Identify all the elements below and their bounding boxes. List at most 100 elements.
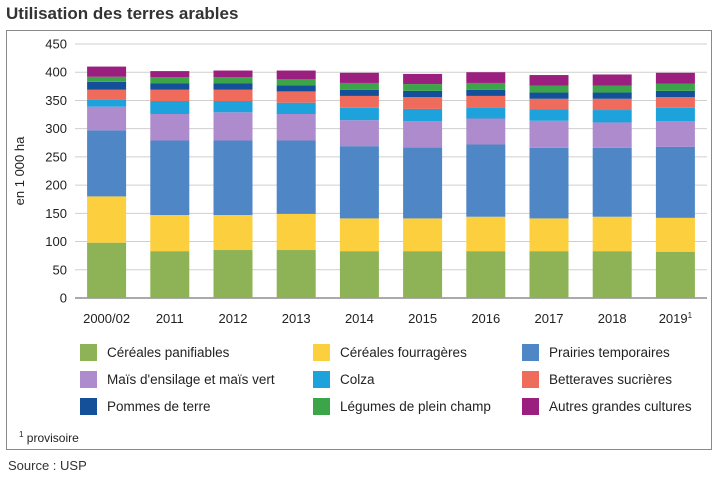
bar-segment <box>403 121 443 148</box>
y-tick-label: 300 <box>45 121 67 136</box>
bar-segment <box>529 218 569 252</box>
legend-swatch <box>313 371 330 388</box>
bar-segment <box>213 83 253 90</box>
bar-segment <box>339 72 379 83</box>
bar-segment <box>403 147 443 219</box>
x-tick-footnote-mark: 1 <box>688 311 693 320</box>
legend-item: Autres grandes cultures <box>522 398 692 415</box>
bar-segment <box>529 92 569 99</box>
bar-segment <box>592 251 632 298</box>
legend-swatch <box>313 344 330 361</box>
bar-segment <box>592 85 632 93</box>
bar-segment <box>592 92 632 99</box>
legend-item: Céréales fourragères <box>313 344 467 361</box>
bar-segment <box>213 112 253 141</box>
legend-label: Maïs d'ensilage et maïs vert <box>107 372 275 387</box>
bar-segment <box>403 108 443 122</box>
bar-segment <box>529 147 569 219</box>
x-tick-label: 2017 <box>535 311 564 326</box>
legend-label: Autres grandes cultures <box>549 399 692 414</box>
bar-segment <box>276 85 316 92</box>
bar-segment <box>466 118 506 145</box>
bar-segment <box>403 218 443 252</box>
legend-label: Légumes de plein champ <box>340 399 491 414</box>
bar-segment <box>466 89 506 96</box>
legend-item: Céréales panifiables <box>80 344 229 361</box>
legend-swatch <box>522 371 539 388</box>
bar-segment <box>592 98 632 111</box>
bar-segment <box>276 113 316 141</box>
bar-segment <box>276 213 316 251</box>
bar-segment <box>529 109 569 121</box>
bar-segment <box>655 146 695 218</box>
bar-segment <box>87 76 127 82</box>
bar-segment <box>276 70 316 79</box>
bar-segment <box>339 89 379 96</box>
bar-segment <box>87 106 127 131</box>
legend-swatch <box>522 344 539 361</box>
bar-segment <box>403 90 443 98</box>
bar-segment <box>87 130 127 197</box>
x-tick-label: 2014 <box>345 311 374 326</box>
legend-item: Maïs d'ensilage et maïs vert <box>80 371 275 388</box>
bar-segment <box>466 144 506 217</box>
bar-segment <box>213 215 253 251</box>
bar-segment <box>339 120 379 147</box>
legend-label: Pommes de terre <box>107 399 211 414</box>
bar-segment <box>339 82 379 90</box>
bar-segment <box>276 78 316 86</box>
bar-segment <box>87 66 127 77</box>
legend-swatch <box>313 398 330 415</box>
bar-segment <box>529 75 569 86</box>
chart-panel: 0 50 100 150 200 250 300 350 400 450 en 1 000 ha 20… <box>6 30 712 450</box>
bar-segment <box>403 73 443 85</box>
y-tick-label: 400 <box>45 65 67 80</box>
bar-segment <box>87 242 127 298</box>
legend-label: Céréales panifiables <box>107 345 230 360</box>
y-tick-label: 100 <box>45 234 67 249</box>
legend-label: Céréales fourragères <box>340 345 467 360</box>
bar-segment <box>276 91 316 103</box>
bar-segment <box>150 215 190 252</box>
x-tick-label: 2000/02 <box>83 311 130 326</box>
bar-segment <box>592 74 632 86</box>
y-tick-label: 0 <box>60 291 67 306</box>
bar-segment <box>466 107 506 119</box>
bar-segment <box>150 83 190 90</box>
bar-segment <box>655 121 695 147</box>
bar-segment <box>466 95 506 108</box>
bar-segment <box>150 140 190 216</box>
y-tick-label: 450 <box>45 37 67 52</box>
legend-label: Betteraves sucrières <box>549 372 673 387</box>
bar-segment <box>592 122 632 148</box>
bar-segment <box>466 82 506 90</box>
bar-segment <box>150 89 190 102</box>
y-tick-label: 200 <box>45 178 67 193</box>
legend-swatch <box>522 398 539 415</box>
legend-label: Prairies temporaires <box>549 345 670 360</box>
bar-segment <box>150 113 190 141</box>
bar-segment <box>655 90 695 98</box>
legend-swatch <box>80 371 97 388</box>
bar-segment <box>529 98 569 110</box>
x-tick-label: 2012 <box>219 311 248 326</box>
bar-segment <box>529 251 569 298</box>
bar-segment <box>655 83 695 91</box>
x-tick-label: 2013 <box>282 311 311 326</box>
bar-segment <box>276 102 316 114</box>
bar-segment <box>655 72 695 84</box>
bar-segment <box>529 85 569 93</box>
bar-segment <box>592 147 632 217</box>
x-tick-label: 20191 <box>659 311 693 326</box>
legend-item: Légumes de plein champ <box>313 398 491 415</box>
bar-segment <box>339 251 379 298</box>
bar-segment <box>339 146 379 219</box>
bar-segment <box>466 251 506 298</box>
y-tick-label: 150 <box>45 206 67 221</box>
legend-item: Betteraves sucrières <box>522 371 672 388</box>
bar-segment <box>87 196 127 243</box>
bar-segment <box>655 217 695 252</box>
bar-segment <box>655 251 695 298</box>
bar-segment <box>466 216 506 252</box>
chart-title: Utilisation des terres arables <box>6 4 239 23</box>
